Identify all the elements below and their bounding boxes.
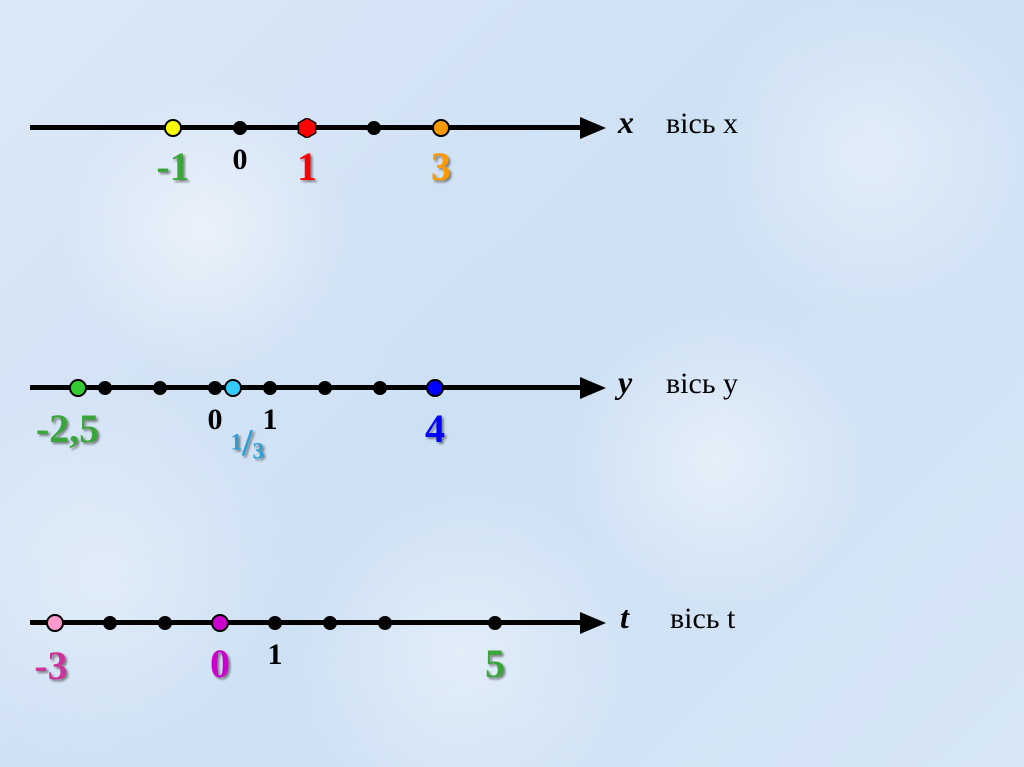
axis-t-point: [211, 614, 229, 632]
diagram-canvas: xвісь х-1013увісь у-2,501/314tвісь t-301…: [0, 0, 1024, 767]
axis-x-point-label: 1: [297, 143, 317, 190]
axis-t-arrow: [580, 612, 606, 634]
axis-y-name: вісь у: [666, 367, 738, 401]
axis-t-tick-dot: [268, 616, 282, 630]
axis-y-point: [224, 379, 242, 397]
axis-y-tick-dot: [318, 381, 332, 395]
axis-t-point: [46, 614, 64, 632]
axis-x-point: [164, 119, 182, 137]
axis-t-point-label: 5: [485, 640, 505, 687]
axis-t-variable: t: [620, 599, 629, 636]
axis-x-point-label: -1: [156, 143, 189, 190]
axis-y-point: [69, 379, 87, 397]
axis-y-point-label: 1/3: [231, 421, 264, 465]
axis-y-point-label: 4: [425, 405, 445, 452]
axis-y-line: [30, 385, 580, 390]
axis-t-point-label: -3: [34, 642, 67, 689]
axis-t-tick-dot: [378, 616, 392, 630]
axis-x-point-label: 0: [233, 143, 248, 177]
axis-y-tick-dot: [153, 381, 167, 395]
axis-y-tick-dot: [373, 381, 387, 395]
axis-x-point: [432, 119, 450, 137]
axis-y-point: [426, 379, 444, 397]
axis-t-tick-dot: [323, 616, 337, 630]
axis-t-tick-dot: [158, 616, 172, 630]
axis-y-tick-dot: [208, 381, 222, 395]
axis-t-tick-dot: [103, 616, 117, 630]
axis-y-point-label: -2,5: [36, 405, 99, 452]
axis-x-tick-dot: [367, 121, 381, 135]
axis-y-arrow: [580, 377, 606, 399]
axis-t-point-label: 0: [210, 640, 230, 687]
axis-t-point-label: 1: [268, 638, 283, 672]
axis-t-name: вісь t: [670, 602, 735, 636]
axis-y-variable: у: [618, 364, 632, 401]
axis-y-tick-dot: [98, 381, 112, 395]
axis-y-point-label: 1: [263, 403, 278, 437]
axis-x-arrow: [580, 117, 606, 139]
axis-y-tick-dot: [263, 381, 277, 395]
axis-x-tick-dot: [233, 121, 247, 135]
axis-x-name: вісь х: [666, 107, 738, 141]
axis-t-tick-dot: [488, 616, 502, 630]
axis-x-variable: x: [618, 104, 634, 141]
axis-y-point-label: 0: [208, 403, 223, 437]
axis-x-point-hexagon: [297, 118, 317, 138]
axis-x-point-label: 3: [431, 143, 451, 190]
